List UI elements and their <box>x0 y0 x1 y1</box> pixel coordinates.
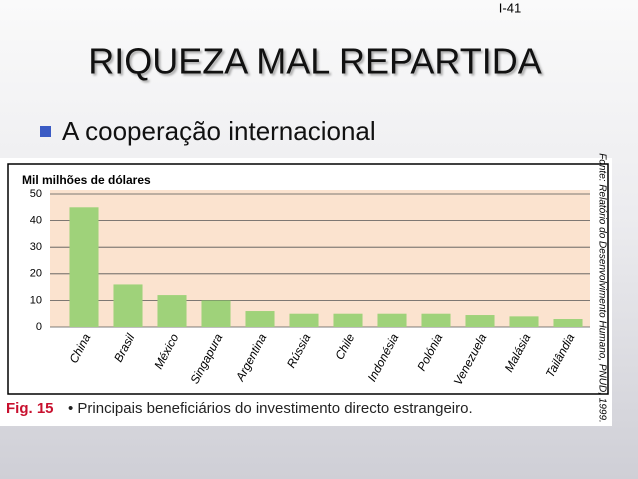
y-tick-label: 40 <box>30 215 42 227</box>
bar <box>113 284 143 327</box>
bar <box>421 313 451 327</box>
slide-number: I-41 <box>499 0 521 15</box>
bullet-marker <box>40 126 51 137</box>
source-note: Fonte: Relatório do Desenvolvimento Huma… <box>596 153 607 423</box>
y-tick-label: 0 <box>36 321 42 333</box>
chart-frame <box>7 163 609 395</box>
bar <box>465 315 495 327</box>
y-tick-label: 20 <box>30 268 42 280</box>
bar <box>553 319 583 327</box>
y-tick-label: 50 <box>30 188 42 200</box>
bullet-text: A cooperação internacional <box>62 116 376 146</box>
bar <box>333 313 363 327</box>
y-tick-label: 30 <box>30 241 42 253</box>
caption-label: Fig. 15 <box>6 400 54 417</box>
bar <box>157 295 187 327</box>
y-tick-label: 10 <box>30 294 42 306</box>
caption-text: • Principais beneficiários do investimen… <box>68 400 473 417</box>
slide-title: RIQUEZA MAL REPARTIDA <box>88 41 541 82</box>
bar <box>201 300 231 327</box>
bar <box>69 207 99 327</box>
bar <box>289 313 319 327</box>
y-axis-label: Mil milhões de dólares <box>22 173 151 187</box>
bar <box>377 313 407 327</box>
bar <box>509 316 539 327</box>
bar <box>245 311 275 327</box>
